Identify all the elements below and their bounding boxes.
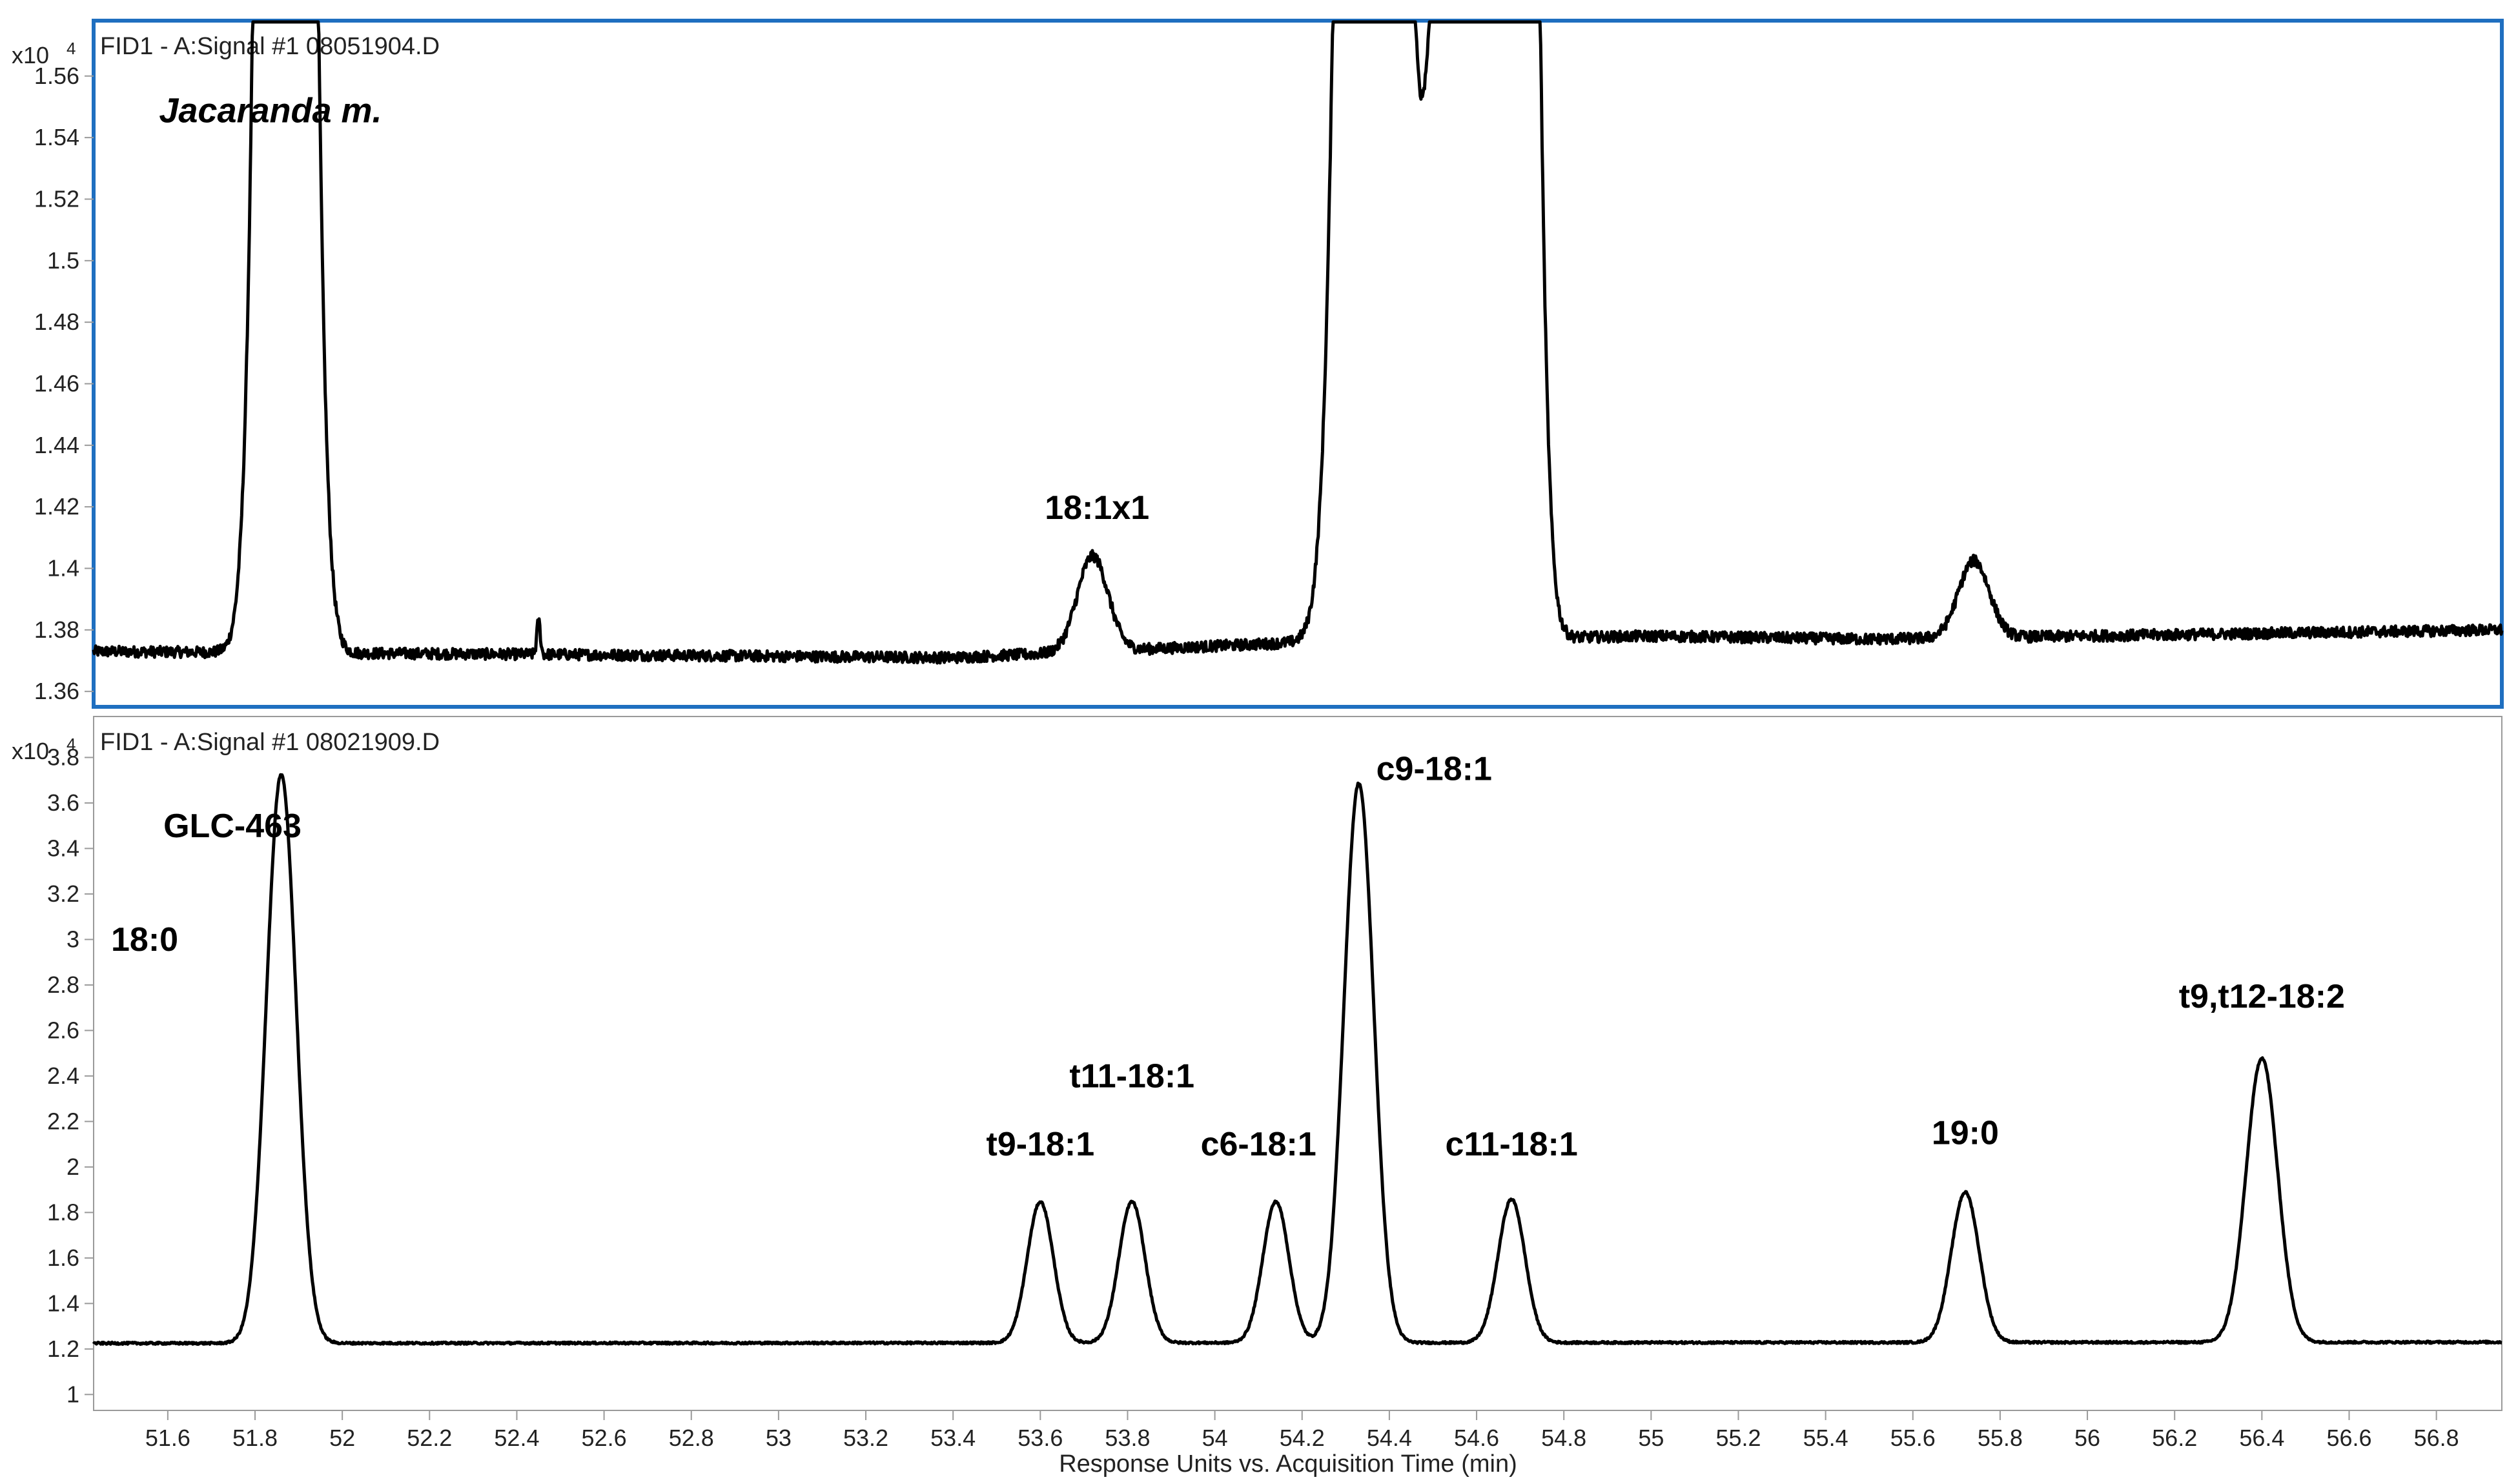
svg-text:x10: x10: [12, 738, 49, 764]
y-tick-label: 3.4: [47, 835, 79, 861]
y-tick-label: 1: [67, 1381, 79, 1407]
x-tick-label: 53.4: [930, 1425, 976, 1451]
top-panel-frame: [92, 19, 2504, 709]
x-axis: 51.6 51.8 52 52.2 52.4 52.6 52.8 53 53.2 53.4 53.6…: [94, 1410, 2502, 1451]
x-tick-label: 52.8: [669, 1425, 714, 1451]
x-tick-label: 54.4: [1367, 1425, 1412, 1451]
peak-annotation: GLC-463: [163, 808, 302, 845]
top-panel-header: FID1 - A:Signal #1 08051904.D: [100, 33, 440, 60]
peak-annotation: c6-18:1: [1201, 1126, 1316, 1163]
y-tick-label: 1.46: [34, 370, 79, 396]
x-tick-label: 52.2: [407, 1425, 452, 1451]
y-tick-label: 1.38: [34, 616, 79, 643]
x-tick-label: 55.2: [1715, 1425, 1761, 1451]
x-tick-label: 53.6: [1018, 1425, 1063, 1451]
x-tick-label: 51.8: [232, 1425, 278, 1451]
y-tick-label: 3: [67, 926, 79, 952]
peak-annotation: Jacaranda m.: [159, 91, 382, 130]
peak-annotation: c9-18:1: [1376, 751, 1492, 788]
y-tick-label: 1.2: [47, 1336, 79, 1362]
x-tick-label: 53.8: [1105, 1425, 1150, 1451]
x-tick-label: 56.4: [2239, 1425, 2284, 1451]
bottom-panel-y-axis: 1 1.2 1.4 1.6 1.8 2 2.2 2.4 2.6 2.8 3 3.2 3.4 3.6 3.8: [47, 744, 94, 1407]
svg-text:4: 4: [67, 735, 76, 754]
x-tick-label: 56: [2074, 1425, 2100, 1451]
y-tick-label: 2.8: [47, 971, 79, 998]
x-tick-label: 53: [766, 1425, 792, 1451]
x-tick-label: 56.8: [2414, 1425, 2459, 1451]
x-tick-label: 54.8: [1541, 1425, 1586, 1451]
bottom-panel-plot: [92, 773, 2503, 1347]
x-tick-label: 55.4: [1803, 1425, 1848, 1451]
top-panel-y-multiplier: x10 4: [12, 39, 76, 68]
y-tick-label: 2.2: [47, 1108, 79, 1134]
x-tick-label: 55.8: [1978, 1425, 2023, 1451]
x-tick-label: 54: [1202, 1425, 1228, 1451]
y-tick-label: 2: [67, 1154, 79, 1180]
peak-annotation: 18:0: [111, 921, 178, 959]
y-tick-label: 3.2: [47, 880, 79, 907]
x-tick-label: 54.6: [1454, 1425, 1499, 1451]
bottom-panel-annotations: GLC-463 18:0 t9-18:1 t11-18:1c6-18:1 c9-18:1…: [111, 751, 2345, 1164]
bottom-panel-y-multiplier: x10 4: [12, 735, 76, 764]
signal-trace: [92, 773, 2503, 1347]
y-tick-label: 1.5: [47, 247, 79, 274]
bottom-panel[interactable]: FID1 - A:Signal #1 08021909.D x10 4 1 1.2…: [12, 716, 2503, 1411]
peak-annotation: 18:1x1: [1045, 489, 1149, 527]
peak-annotation: t9,t12-18:2: [2179, 978, 2345, 1015]
y-tick-label: 1.6: [47, 1245, 79, 1271]
bottom-panel-header: FID1 - A:Signal #1 08021909.D: [100, 729, 440, 756]
y-tick-label: 1.36: [34, 678, 79, 704]
top-panel-y-axis: 1.36 1.38 1.4 1.42 1.44 1.46 1.48 1.5 1.52 1.54 1.…: [34, 63, 94, 704]
peak-annotation: 19:0: [1932, 1115, 1999, 1152]
y-tick-label: 1.56: [34, 63, 79, 89]
top-panel-plot: [92, 20, 2504, 665]
peak-annotation: t11-18:1: [1069, 1058, 1194, 1095]
y-tick-label: 1.52: [34, 185, 79, 212]
x-tick-label: 56.2: [2152, 1425, 2197, 1451]
y-tick-label: 3.6: [47, 789, 79, 816]
x-axis-label: Response Units vs. Acquisition Time (min…: [1059, 1450, 1517, 1478]
x-tick-label: 55.6: [1890, 1425, 1936, 1451]
y-tick-label: 1.42: [34, 493, 79, 520]
signal-trace: [92, 20, 2504, 665]
y-tick-label: 1.48: [34, 309, 79, 335]
y-tick-label: 2.4: [47, 1062, 79, 1089]
svg-text:x10: x10: [12, 42, 49, 68]
x-tick-label: 55: [1638, 1425, 1664, 1451]
y-tick-label: 1.44: [34, 432, 79, 458]
y-tick-label: 1.8: [47, 1199, 79, 1225]
y-tick-label: 1.54: [34, 124, 79, 150]
x-tick-label: 52.6: [582, 1425, 627, 1451]
svg-text:4: 4: [67, 39, 76, 58]
peak-annotation: t9-18:1: [987, 1126, 1095, 1163]
x-tick-label: 52: [329, 1425, 355, 1451]
y-tick-label: 3.8: [47, 744, 79, 770]
x-tick-label: 53.2: [843, 1425, 888, 1451]
x-tick-label: 56.6: [2326, 1425, 2371, 1451]
peak-annotation: c11-18:1: [1445, 1126, 1577, 1163]
x-tick-label: 51.6: [145, 1425, 190, 1451]
top-panel-annotations: Jacaranda m. 18:1x1: [159, 91, 1149, 527]
x-tick-label: 52.4: [494, 1425, 539, 1451]
top-panel[interactable]: FID1 - A:Signal #1 08051904.D x10 4 1.36…: [12, 19, 2504, 709]
y-tick-label: 1.4: [47, 1290, 79, 1316]
y-tick-label: 1.4: [47, 554, 79, 581]
y-tick-label: 2.6: [47, 1017, 79, 1043]
x-tick-label: 54.2: [1280, 1425, 1325, 1451]
